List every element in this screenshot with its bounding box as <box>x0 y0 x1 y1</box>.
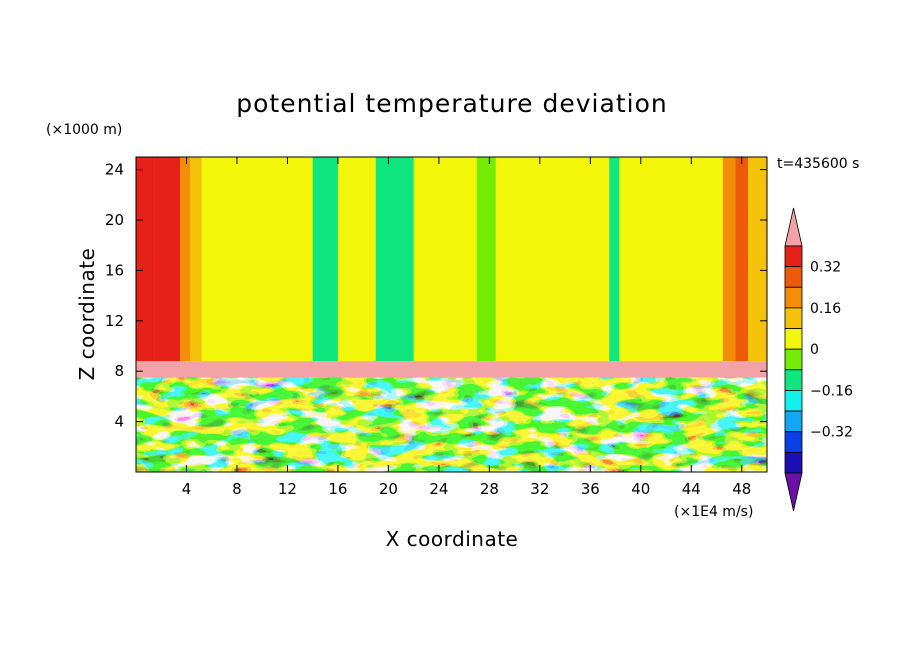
colorbar: 0.32 0.16 0 −0.16 −0.32 <box>784 207 853 512</box>
colorbar-tick-label: 0.16 <box>810 301 841 317</box>
x-tick-label: 16 <box>328 480 347 498</box>
y-tick-label: 12 <box>105 312 124 330</box>
x-tick-label: 32 <box>530 480 549 498</box>
field-column <box>180 157 191 362</box>
colorbar-box <box>784 369 803 391</box>
x-tick-label: 8 <box>232 480 242 498</box>
chart-title: potential temperature deviation <box>236 89 667 118</box>
colorbar-box <box>784 348 803 371</box>
field-column <box>476 157 496 362</box>
colorbar-box <box>784 245 803 268</box>
y-axis-label: Z coordinate <box>75 248 99 381</box>
colorbar-box <box>784 328 803 350</box>
colorbar-tick-label: 0 <box>810 342 819 358</box>
colorbar-box <box>784 266 803 288</box>
plot-frame <box>135 156 768 473</box>
x-tick-label: 4 <box>182 480 192 498</box>
field-column <box>609 157 620 362</box>
x-tick-label: 12 <box>278 480 297 498</box>
x-tick-label: 28 <box>480 480 499 498</box>
field-column <box>375 157 414 362</box>
colorbar-box <box>784 410 803 433</box>
field-column <box>748 157 767 362</box>
field-column <box>136 157 155 362</box>
x-tick-label: 40 <box>631 480 650 498</box>
field-column <box>154 157 181 362</box>
y-unit-label: (×1000 m) <box>46 122 122 138</box>
field-column <box>312 157 338 362</box>
colorbar-tick-label: −0.32 <box>810 425 853 441</box>
y-tick-label: 20 <box>105 211 124 229</box>
x-axis-label: X coordinate <box>386 527 519 551</box>
colorbar-box <box>784 390 803 412</box>
field-column <box>735 157 749 362</box>
field-column <box>722 157 736 362</box>
time-label: t=435600 s <box>777 156 859 172</box>
y-tick-label: 24 <box>105 161 124 179</box>
colorbar-box <box>784 431 803 453</box>
field-layer <box>136 157 767 362</box>
field-layer <box>136 361 767 378</box>
colorbar-box <box>784 307 803 329</box>
x-tick-label: 48 <box>732 480 751 498</box>
y-axis-ticks: 4 8 12 16 20 24 <box>105 161 767 431</box>
field-column <box>255 157 282 362</box>
field-layer <box>136 377 767 472</box>
y-tick-label: 8 <box>114 362 124 380</box>
x-tick-label: 24 <box>429 480 448 498</box>
contour-field <box>136 157 767 472</box>
colorbar-box <box>784 286 803 309</box>
field-column <box>190 157 202 362</box>
colorbar-tick-label: −0.16 <box>810 383 853 399</box>
x-tick-label: 36 <box>581 480 600 498</box>
colorbar-tick-label: 0.32 <box>810 260 841 276</box>
colorbar-extend-bottom <box>784 472 803 512</box>
x-axis-ticks: 4 8 12 16 20 24 28 32 36 40 44 48 <box>182 157 751 498</box>
colorbar-box <box>784 451 803 474</box>
x-tick-label: 44 <box>682 480 701 498</box>
y-tick-label: 4 <box>114 413 124 431</box>
y-tick-label: 16 <box>105 261 124 279</box>
colorbar-extend-top <box>784 207 803 247</box>
x-unit-label: (×1E4 m/s) <box>674 504 753 520</box>
x-tick-label: 20 <box>379 480 398 498</box>
